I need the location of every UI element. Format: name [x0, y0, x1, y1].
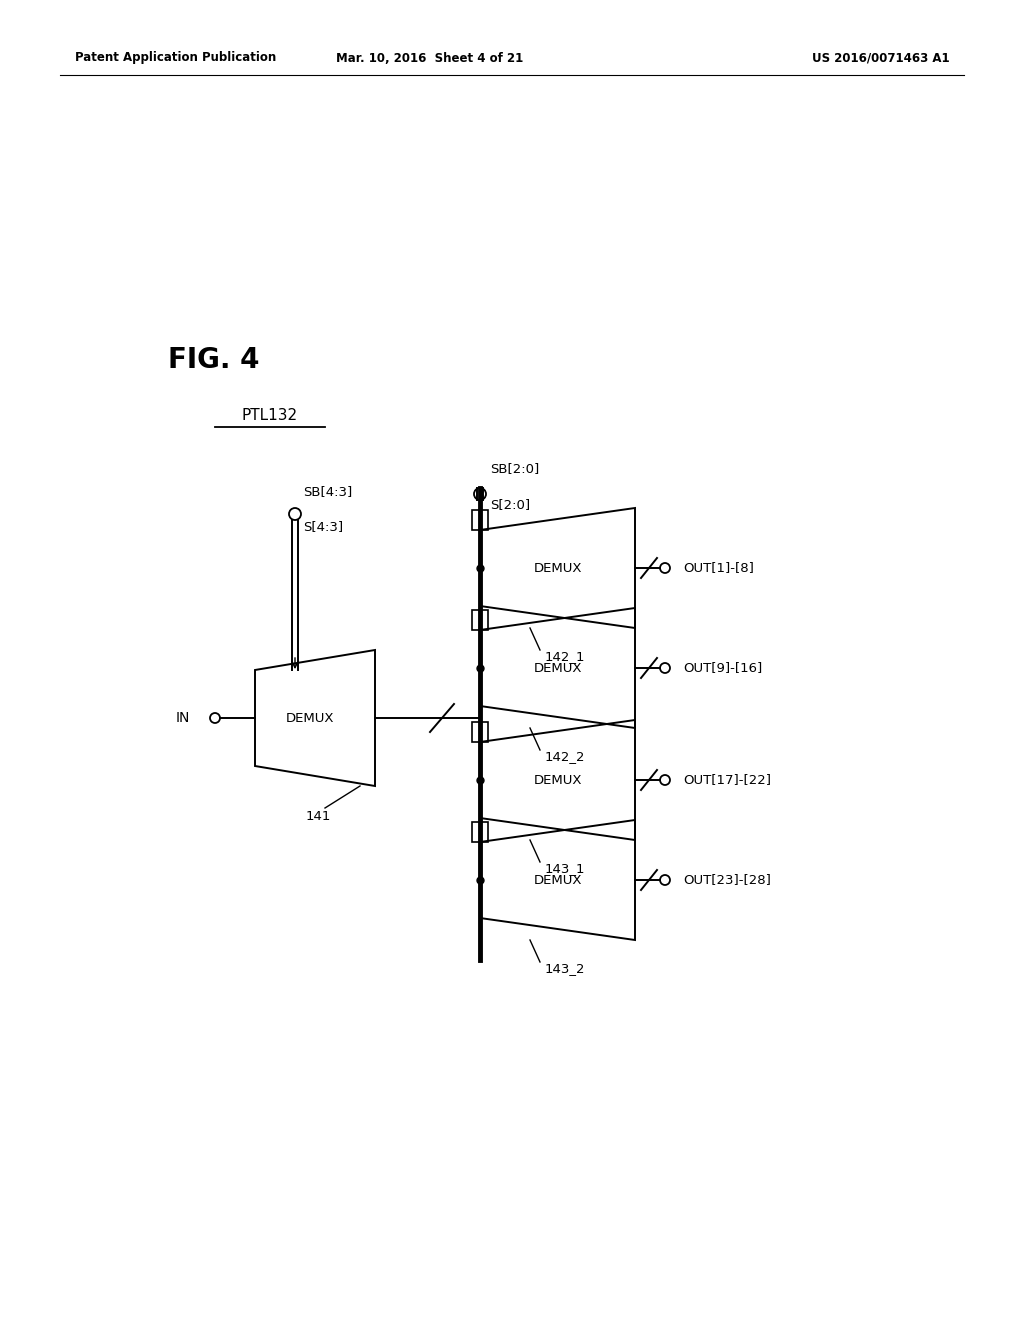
Bar — [472, 510, 488, 531]
Text: OUT[1]-[8]: OUT[1]-[8] — [683, 561, 754, 574]
Text: S[4:3]: S[4:3] — [303, 520, 343, 533]
Text: 143_2: 143_2 — [545, 962, 586, 975]
Text: OUT[17]-[22]: OUT[17]-[22] — [683, 774, 771, 787]
Text: Patent Application Publication: Patent Application Publication — [75, 51, 276, 65]
Bar — [472, 610, 488, 630]
Text: DEMUX: DEMUX — [534, 774, 583, 787]
Text: US 2016/0071463 A1: US 2016/0071463 A1 — [812, 51, 950, 65]
Text: DEMUX: DEMUX — [286, 711, 334, 725]
Bar — [472, 722, 488, 742]
Text: DEMUX: DEMUX — [534, 561, 583, 574]
Text: OUT[9]-[16]: OUT[9]-[16] — [683, 661, 762, 675]
Text: DEMUX: DEMUX — [534, 661, 583, 675]
Text: 141: 141 — [305, 810, 331, 822]
Text: FIG. 4: FIG. 4 — [168, 346, 259, 374]
Text: DEMUX: DEMUX — [534, 874, 583, 887]
Text: S[2:0]: S[2:0] — [490, 498, 530, 511]
Bar — [472, 822, 488, 842]
Text: SB[4:3]: SB[4:3] — [303, 484, 352, 498]
Text: OUT[23]-[28]: OUT[23]-[28] — [683, 874, 771, 887]
Text: Mar. 10, 2016  Sheet 4 of 21: Mar. 10, 2016 Sheet 4 of 21 — [336, 51, 523, 65]
Text: 143_1: 143_1 — [545, 862, 586, 875]
Text: IN: IN — [176, 711, 190, 725]
Text: 142_2: 142_2 — [545, 750, 586, 763]
Text: 142_1: 142_1 — [545, 649, 586, 663]
Text: PTL132: PTL132 — [242, 408, 298, 422]
Text: SB[2:0]: SB[2:0] — [490, 462, 540, 475]
